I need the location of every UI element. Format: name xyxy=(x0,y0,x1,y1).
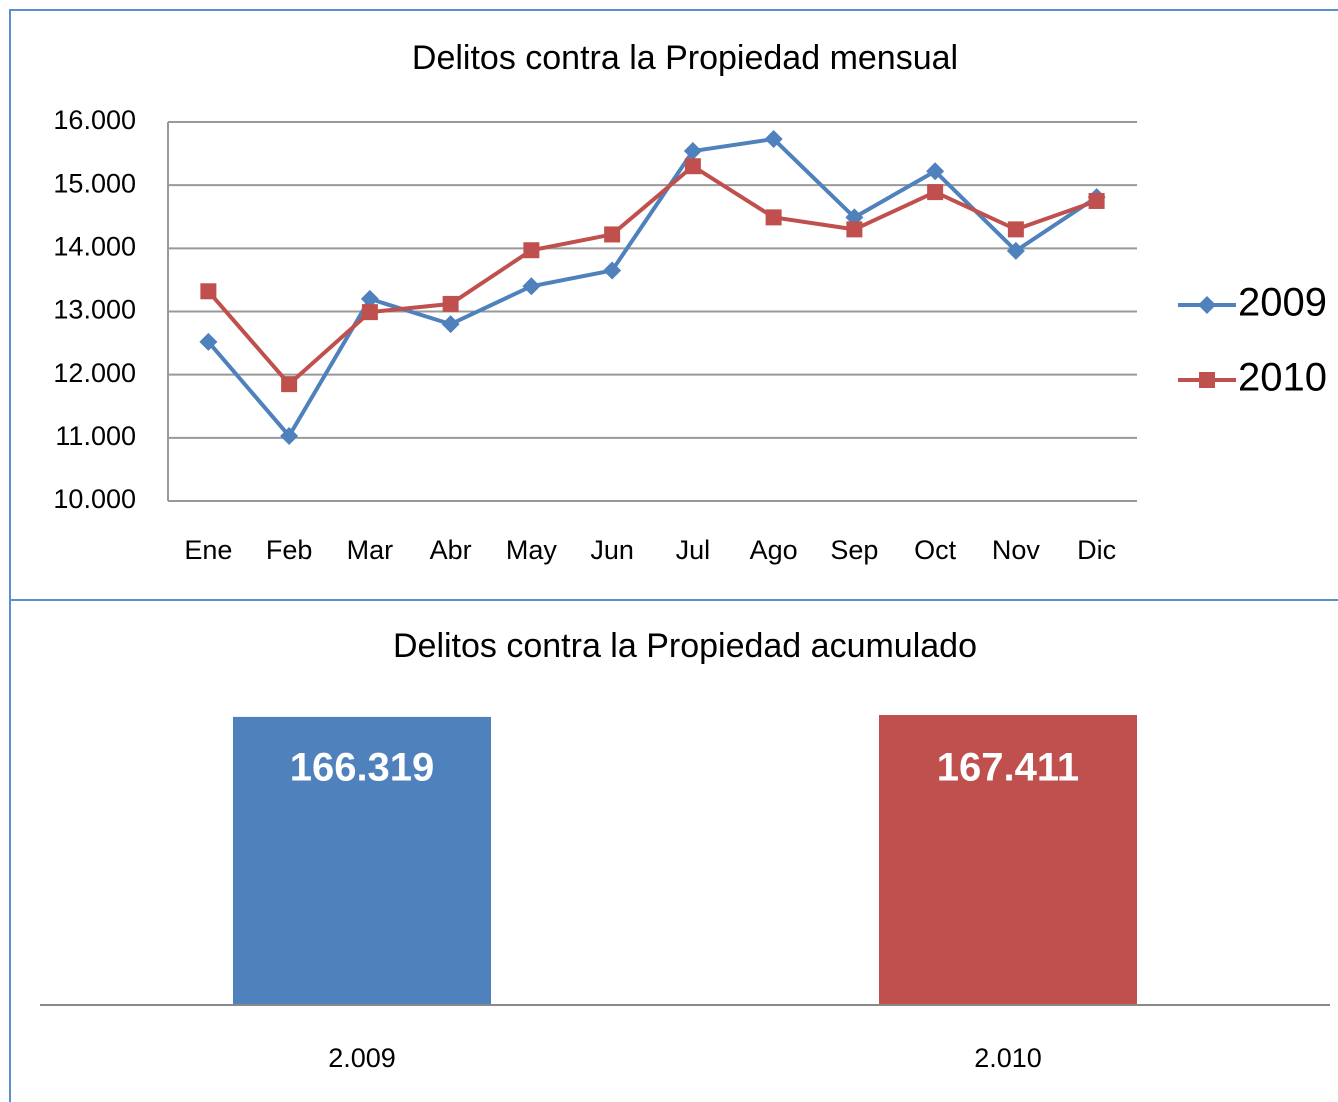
marker xyxy=(281,376,298,393)
panel xyxy=(9,9,1338,601)
y-tick-label: 12.000 xyxy=(53,358,136,388)
x-tick-label: Jul xyxy=(676,535,711,565)
panel xyxy=(9,599,1338,1102)
x-tick-label: Feb xyxy=(266,535,313,565)
value-label: 166.319 xyxy=(290,746,435,790)
marker xyxy=(1088,192,1105,209)
x-tick-label: Ene xyxy=(184,535,232,565)
series-line xyxy=(206,163,1098,387)
marker xyxy=(442,295,459,312)
x-tick-label: May xyxy=(506,535,558,565)
x-tick-label: Abr xyxy=(430,535,472,565)
x-tick-label: 2.010 xyxy=(974,1043,1042,1073)
legend-label: 2010 xyxy=(1238,356,1327,400)
marker xyxy=(522,277,541,296)
marker xyxy=(683,142,702,161)
x-tick-label: 2.009 xyxy=(328,1043,396,1073)
marker xyxy=(441,315,460,334)
marker xyxy=(523,242,540,259)
marker xyxy=(199,332,218,351)
x-tick-label: Dic xyxy=(1077,535,1116,565)
chart-title: Delitos contra la Propiedad mensual xyxy=(412,39,958,77)
bar xyxy=(233,716,491,1005)
x-tick-label: Mar xyxy=(347,535,394,565)
x-tick-label: Nov xyxy=(992,535,1041,565)
marker xyxy=(200,283,217,300)
legend-label: 2009 xyxy=(1238,281,1327,325)
x-tick-label: Ago xyxy=(750,535,798,565)
marker xyxy=(603,261,622,280)
marker xyxy=(926,162,945,181)
value-label: 167.411 xyxy=(937,746,1079,790)
y-tick-label: 16.000 xyxy=(53,105,136,135)
bar xyxy=(879,715,1137,1005)
x-tick-label: Oct xyxy=(914,535,957,565)
x-tick-label: Sep xyxy=(830,535,878,565)
marker xyxy=(1006,241,1025,260)
marker xyxy=(927,184,944,201)
chart-title: Delitos contra la Propiedad acumulado xyxy=(393,627,977,665)
y-tick-label: 10.000 xyxy=(53,484,136,514)
legend-marker xyxy=(1198,296,1216,314)
marker xyxy=(360,289,379,308)
legend-marker xyxy=(1199,372,1215,388)
y-tick-label: 14.000 xyxy=(53,231,136,261)
y-tick-label: 11.000 xyxy=(55,421,136,451)
y-tick-label: 15.000 xyxy=(53,168,136,198)
marker xyxy=(1007,221,1024,238)
marker xyxy=(765,209,782,226)
marker xyxy=(684,158,701,175)
marker xyxy=(764,130,783,149)
marker xyxy=(846,221,863,238)
x-tick-label: Jun xyxy=(590,535,634,565)
marker xyxy=(604,226,621,243)
marker xyxy=(280,426,299,445)
marker xyxy=(361,304,378,321)
y-tick-label: 13.000 xyxy=(53,295,136,325)
